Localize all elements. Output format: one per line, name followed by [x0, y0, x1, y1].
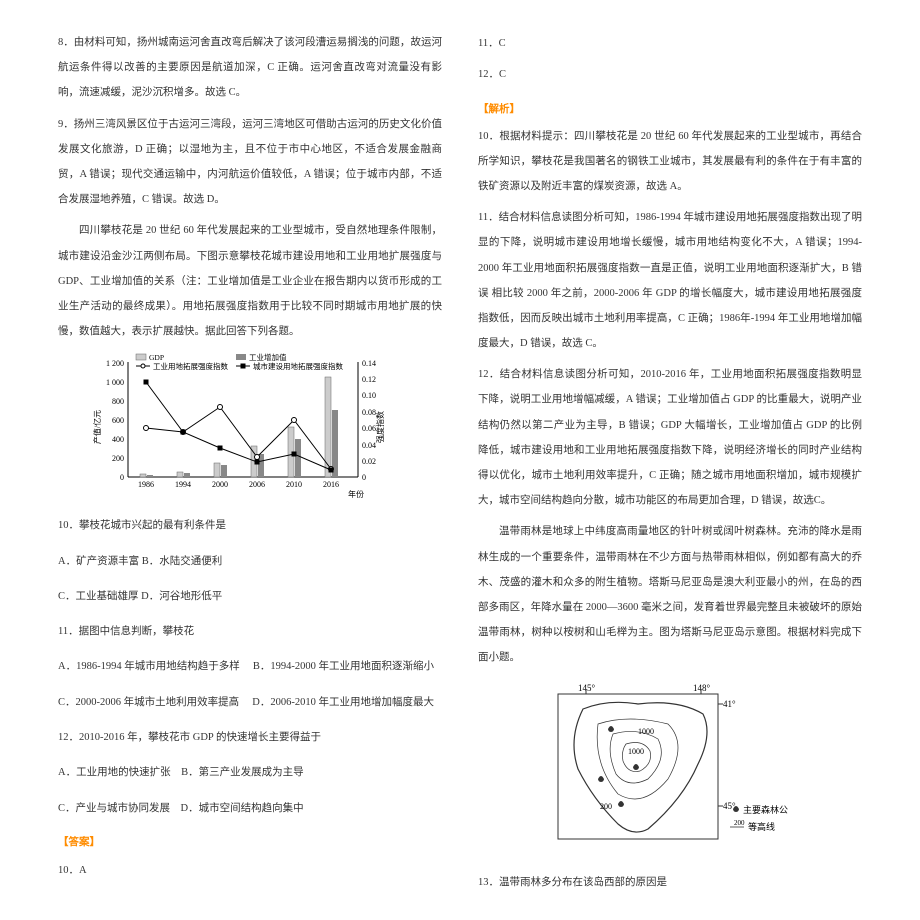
svg-text:城市建设用地拓展强度指数: 城市建设用地拓展强度指数: [253, 361, 343, 371]
svg-text:1000: 1000: [638, 727, 654, 736]
svg-text:强度指数: 强度指数: [375, 411, 385, 443]
map-tasmania: 145° 148° 41° 45° 200 1000 1000: [538, 679, 788, 859]
svg-text:2016: 2016: [323, 480, 339, 489]
answer-12: 12．C: [478, 61, 862, 88]
svg-text:2006: 2006: [249, 480, 265, 489]
svg-text:0.06: 0.06: [362, 424, 376, 433]
opt-12b: B．第三产业发展成为主导: [181, 767, 304, 778]
svg-text:600: 600: [112, 416, 124, 425]
question-12: 12．2010-2016 年，攀枝花市 GDP 的快速增长主要得益于: [58, 724, 442, 751]
legend-park-label: 主要森林公园: [743, 804, 788, 815]
chart-panzhihua: 0 200 400 600 800 1 000 1 200 0 0.02 0.0…: [88, 352, 388, 502]
opt-12c: C．产业与城市协同发展: [58, 803, 170, 814]
svg-text:0.02: 0.02: [362, 457, 376, 466]
legend-contour-label: 等高线: [748, 821, 775, 832]
svg-text:0.14: 0.14: [362, 359, 376, 368]
svg-text:0: 0: [362, 473, 366, 482]
svg-text:200: 200: [112, 454, 124, 463]
explain-label: 【解析】: [478, 101, 862, 116]
svg-text:800: 800: [112, 397, 124, 406]
svg-text:200: 200: [600, 802, 612, 811]
right-column: 11．C 12．C 【解析】 10．根据材料提示：四川攀枝花是 20 世纪 60…: [460, 30, 880, 890]
question-13: 13．温带雨林多分布在该岛西部的原因是: [478, 869, 862, 896]
question-11: 11．据图中信息判断，攀枝花: [58, 618, 442, 645]
svg-text:148°: 148°: [693, 683, 711, 693]
svg-text:1986: 1986: [138, 480, 154, 489]
svg-text:工业用地拓展强度指数: 工业用地拓展强度指数: [153, 361, 228, 371]
svg-text:0.04: 0.04: [362, 441, 376, 450]
explanation-11: 11．结合材料信息读图分析可知，1986-1994 年城市建设用地拓展强度指数出…: [478, 205, 862, 356]
svg-text:0.10: 0.10: [362, 391, 376, 400]
svg-text:1 000: 1 000: [106, 378, 124, 387]
svg-text:0.08: 0.08: [362, 408, 376, 417]
opt-11b: B．1994-2000 年工业用地面积逐渐缩小: [253, 661, 434, 672]
question-12-opts-cd: C．产业与城市协同发展 D．城市空间结构趋向集中: [58, 795, 442, 822]
svg-text:1994: 1994: [175, 480, 191, 489]
svg-text:0: 0: [120, 473, 124, 482]
question-10-opts-ab: A．矿产资源丰富 B．水陆交通便利: [58, 548, 442, 575]
question-10-opts-cd: C．工业基础雄厚 D．河谷地形低平: [58, 583, 442, 610]
svg-text:1000: 1000: [628, 747, 644, 756]
opt-12a: A．工业用地的快速扩张: [58, 767, 171, 778]
answer-11: 11．C: [478, 30, 862, 57]
answer-label: 【答案】: [58, 834, 442, 849]
left-column: 8．由材料可知，扬州城南运河舍直改弯后解决了该河段漕运易搁浅的问题，故运河航运条…: [40, 30, 460, 890]
opt-11d: D．2006-2010 年工业用地增加幅度最大: [252, 697, 434, 708]
question-10: 10．攀枝花城市兴起的最有利条件是: [58, 512, 442, 539]
question-12-opts-ab: A．工业用地的快速扩张 B．第三产业发展成为主导: [58, 759, 442, 786]
question-11-opts2: C．2000-2006 年城市土地利用效率提高 D．2006-2010 年工业用…: [58, 689, 442, 716]
explanation-9: 9．扬州三湾风景区位于古运河三湾段，运河三湾地区可借助古运河的历史文化价值发展文…: [58, 112, 442, 213]
opt-11c: C．2000-2006 年城市土地利用效率提高: [58, 697, 239, 708]
passage-intro-panzhihua: 四川攀枝花是 20 世纪 60 年代发展起来的工业型城市，受自然地理条件限制，城…: [58, 218, 442, 344]
svg-text:0.12: 0.12: [362, 375, 376, 384]
svg-text:400: 400: [112, 435, 124, 444]
svg-text:2010: 2010: [286, 480, 302, 489]
question-11-opts: A．1986-1994 年城市用地结构趋于多样 B．1994-2000 年工业用…: [58, 653, 442, 680]
opt-11a: A．1986-1994 年城市用地结构趋于多样: [58, 661, 240, 672]
svg-text:200: 200: [734, 819, 745, 827]
explanation-8: 8．由材料可知，扬州城南运河舍直改弯后解决了该河段漕运易搁浅的问题，故运河航运条…: [58, 30, 442, 106]
svg-text:1 200: 1 200: [106, 359, 124, 368]
svg-text:产值/亿元: 产值/亿元: [92, 410, 102, 444]
explanation-10: 10．根据材料提示：四川攀枝花是 20 世纪 60 年代发展起来的工业型城市，再…: [478, 124, 862, 200]
svg-text:工业增加值: 工业增加值: [249, 352, 287, 362]
svg-text:年份: 年份: [348, 489, 364, 499]
svg-text:145°: 145°: [578, 683, 596, 693]
svg-text:2000: 2000: [212, 480, 228, 489]
opt-12d: D．城市空间结构趋向集中: [181, 803, 304, 814]
svg-text:GDP: GDP: [149, 353, 164, 362]
answer-10: 10．A: [58, 857, 442, 884]
passage-intro-tasmania: 温带雨林是地球上中纬度高雨量地区的针叶树或阔叶树森林。充沛的降水是雨林生成的一个…: [478, 519, 862, 670]
explanation-12: 12．结合材料信息读图分析可知，2010-2016 年，工业用地面积拓展强度指数…: [478, 362, 862, 513]
svg-text:41°: 41°: [723, 699, 736, 709]
